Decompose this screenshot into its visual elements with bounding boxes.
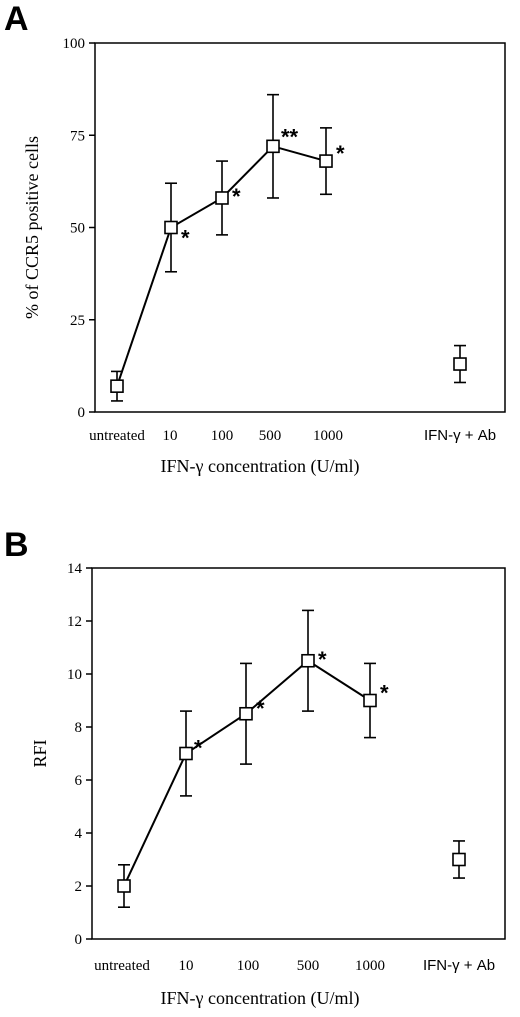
significance-marker: * bbox=[181, 226, 190, 251]
y-tick-label: 0 bbox=[78, 405, 86, 421]
y-tick-label: 6 bbox=[75, 773, 83, 789]
data-point bbox=[164, 220, 178, 235]
panel-letter: A bbox=[4, 0, 29, 38]
x-category-label: 100 bbox=[237, 958, 260, 974]
series-line bbox=[123, 659, 371, 887]
significance-marker: * bbox=[336, 141, 345, 166]
x-category-label: IFN-γ + Ab bbox=[424, 427, 496, 444]
x-category-label: 1000 bbox=[355, 958, 385, 974]
y-axis-label: RFI bbox=[30, 739, 50, 767]
data-point bbox=[453, 357, 467, 371]
y-tick-label: 12 bbox=[67, 614, 82, 630]
data-point bbox=[117, 879, 131, 893]
data-point bbox=[363, 693, 377, 708]
significance-marker: * bbox=[380, 681, 389, 706]
x-category-label: 1000 bbox=[313, 428, 343, 444]
data-point bbox=[239, 706, 253, 721]
panel-a: A 0 25 50 75 100 % of CCR5 positive cells untre… bbox=[4, 0, 506, 477]
significance-marker: * bbox=[194, 736, 203, 761]
x-category-label: untreated bbox=[94, 958, 150, 974]
data-point bbox=[266, 139, 280, 154]
y-tick-label: 4 bbox=[75, 826, 83, 842]
x-category-label: 10 bbox=[179, 958, 194, 974]
data-point bbox=[452, 852, 466, 867]
plot-frame bbox=[91, 567, 506, 940]
data-point bbox=[179, 746, 193, 761]
y-tick-label: 100 bbox=[63, 36, 86, 52]
x-category-label: untreated bbox=[89, 428, 145, 444]
x-axis-label: IFN-γ concentration (U/ml) bbox=[161, 988, 360, 1009]
x-category-label: IFN-γ + Ab bbox=[423, 957, 495, 974]
y-tick-label: 75 bbox=[70, 128, 85, 144]
data-point bbox=[110, 379, 124, 393]
y-axis-label: % of CCR5 positive cells bbox=[22, 136, 42, 319]
y-tick-label: 0 bbox=[75, 932, 83, 948]
y-tick-label: 14 bbox=[67, 561, 83, 577]
data-point bbox=[215, 191, 229, 205]
y-tick-label: 2 bbox=[75, 879, 83, 895]
plot-frame bbox=[94, 42, 506, 413]
data-point bbox=[319, 154, 333, 168]
significance-marker: * bbox=[256, 696, 265, 721]
panel-b: B 0 2 4 6 8 10 12 14 RFI untreated 10 100 500 1000 IFN-… bbox=[4, 526, 506, 1009]
significance-marker: * bbox=[232, 184, 241, 209]
x-category-label: 500 bbox=[259, 428, 282, 444]
panel-letter: B bbox=[4, 526, 29, 564]
data-point bbox=[301, 653, 315, 668]
y-tick-label: 8 bbox=[75, 720, 83, 736]
x-category-label: 100 bbox=[211, 428, 234, 444]
x-category-label: 10 bbox=[163, 428, 178, 444]
x-category-label: 500 bbox=[297, 958, 320, 974]
y-tick-label: 10 bbox=[67, 667, 82, 683]
y-tick-label: 25 bbox=[70, 313, 85, 329]
significance-marker: ** bbox=[281, 124, 299, 149]
significance-marker: * bbox=[318, 647, 327, 672]
y-tick-label: 50 bbox=[70, 221, 85, 237]
x-axis-label: IFN-γ concentration (U/ml) bbox=[161, 456, 360, 477]
